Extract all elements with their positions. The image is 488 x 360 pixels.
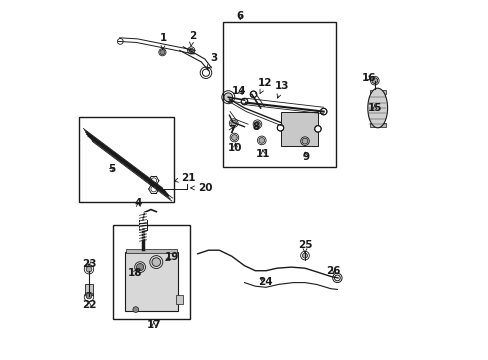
Text: 1: 1 bbox=[160, 33, 167, 50]
Text: 15: 15 bbox=[367, 103, 381, 113]
Text: 3: 3 bbox=[207, 53, 217, 69]
Bar bbox=[113, 225, 190, 319]
Text: 26: 26 bbox=[326, 266, 340, 276]
Text: 24: 24 bbox=[258, 276, 272, 287]
Text: 6: 6 bbox=[236, 11, 244, 21]
Bar bbox=[176, 295, 183, 304]
Text: 19: 19 bbox=[164, 252, 179, 262]
Bar bbox=[223, 22, 336, 167]
Circle shape bbox=[160, 50, 164, 55]
Text: 4: 4 bbox=[134, 198, 142, 208]
Circle shape bbox=[86, 266, 92, 272]
Circle shape bbox=[258, 138, 264, 143]
Bar bbox=[369, 123, 385, 127]
Circle shape bbox=[230, 120, 236, 126]
Text: 21: 21 bbox=[174, 173, 196, 183]
Text: 12: 12 bbox=[258, 78, 272, 94]
Text: 16: 16 bbox=[361, 73, 375, 84]
Circle shape bbox=[371, 78, 377, 84]
Circle shape bbox=[314, 126, 321, 132]
Text: 25: 25 bbox=[297, 240, 312, 253]
Circle shape bbox=[250, 91, 256, 98]
Circle shape bbox=[241, 98, 247, 105]
Text: 11: 11 bbox=[255, 149, 270, 159]
Text: 23: 23 bbox=[81, 258, 96, 269]
Text: 22: 22 bbox=[81, 300, 96, 310]
Text: 9: 9 bbox=[302, 152, 308, 162]
Text: 7: 7 bbox=[227, 125, 235, 135]
Text: 13: 13 bbox=[274, 81, 289, 98]
Bar bbox=[126, 249, 177, 253]
Text: 20: 20 bbox=[190, 183, 212, 193]
Text: 18: 18 bbox=[127, 268, 142, 278]
Circle shape bbox=[320, 108, 326, 115]
Ellipse shape bbox=[367, 88, 387, 128]
Circle shape bbox=[136, 264, 143, 271]
Text: 17: 17 bbox=[146, 320, 161, 330]
Text: 2: 2 bbox=[188, 31, 196, 46]
Text: 14: 14 bbox=[232, 86, 246, 96]
Circle shape bbox=[277, 125, 283, 131]
Text: 5: 5 bbox=[108, 164, 115, 174]
Text: 10: 10 bbox=[228, 143, 242, 153]
Circle shape bbox=[224, 93, 232, 102]
Bar bbox=[280, 112, 318, 146]
Bar bbox=[369, 90, 385, 94]
Circle shape bbox=[189, 48, 193, 53]
Circle shape bbox=[133, 307, 139, 312]
Bar bbox=[125, 252, 178, 311]
Circle shape bbox=[302, 253, 307, 258]
Bar bbox=[79, 117, 174, 202]
Circle shape bbox=[231, 135, 237, 140]
Circle shape bbox=[254, 121, 260, 127]
Bar bbox=[85, 284, 92, 295]
Circle shape bbox=[86, 293, 92, 299]
Circle shape bbox=[152, 258, 160, 266]
Circle shape bbox=[302, 138, 307, 144]
Circle shape bbox=[225, 96, 232, 102]
Text: 8: 8 bbox=[252, 122, 260, 132]
